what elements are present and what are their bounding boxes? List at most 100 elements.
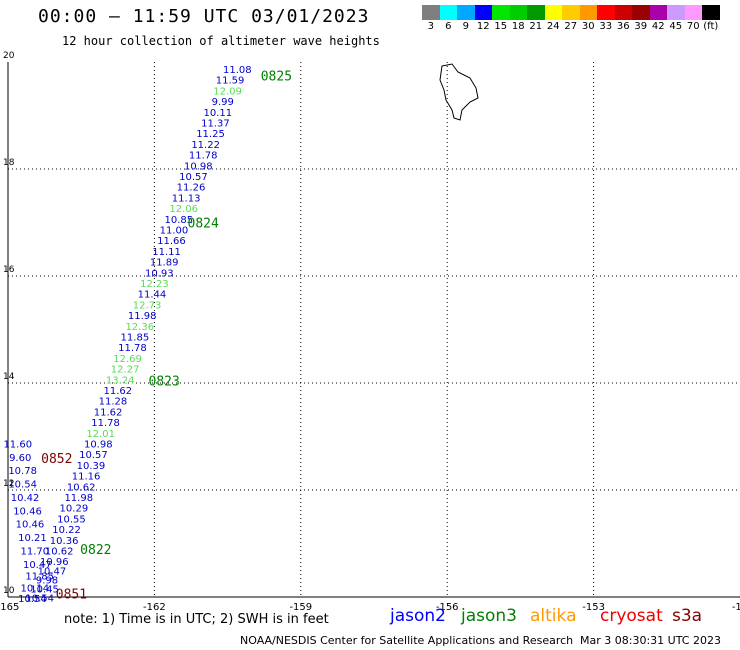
wave-height-label: 10.55 xyxy=(57,514,86,525)
legend-swatch xyxy=(614,5,632,20)
legend-swatch xyxy=(632,5,650,20)
wave-height-label: 11.26 xyxy=(177,183,206,194)
legend-label: 18 xyxy=(511,21,525,32)
wave-height-label: 11.98 xyxy=(128,311,157,322)
wave-height-label: 11.89 xyxy=(150,258,179,269)
wave-height-label: 10.78 xyxy=(8,466,37,477)
satellite-jason2: jason2 xyxy=(390,606,446,626)
wave-height-label: 10.85 xyxy=(164,215,193,226)
legend-swatch xyxy=(649,5,667,20)
wave-height-label: 12.06 xyxy=(169,204,198,215)
wave-height-label: 11.13 xyxy=(172,193,201,204)
pass-time-label: 0824 xyxy=(188,217,219,232)
pass-time-label: 0851 xyxy=(56,587,87,602)
legend-label: 45 xyxy=(669,21,683,32)
legend-swatch xyxy=(597,5,615,20)
footer-timestamp: Mar 3 08:30:31 UTC 2023 xyxy=(580,634,721,647)
legend-swatch xyxy=(422,5,440,20)
lon-tick-label: -159 xyxy=(289,602,312,613)
wave-height-label: 11.28 xyxy=(99,397,128,408)
wave-height-label: 10.96 xyxy=(40,557,69,568)
pass-time-label: 0822 xyxy=(80,543,111,558)
wave-height-label: 10.57 xyxy=(179,172,208,183)
legend-label: 24 xyxy=(546,21,560,32)
wave-height-label: 11.78 xyxy=(118,343,147,354)
lon-tick-label: -15 xyxy=(732,602,740,613)
legend-swatch xyxy=(457,5,475,20)
wave-height-label: 10.54 xyxy=(18,594,47,605)
pass-time-label: 0825 xyxy=(261,69,292,84)
legend-swatch xyxy=(684,5,702,20)
wave-height-label: 10.93 xyxy=(145,268,174,279)
wave-height-label: 12.27 xyxy=(111,365,140,376)
legend-swatch xyxy=(439,5,457,20)
legend-label: 42 xyxy=(651,21,665,32)
wave-height-label: 11.62 xyxy=(103,386,132,397)
wave-height-label: 10.11 xyxy=(204,108,233,119)
wave-height-label: 9.99 xyxy=(212,97,234,108)
lon-tick-label: -165 xyxy=(0,602,19,613)
legend-label: 9 xyxy=(462,21,469,32)
legend-swatch xyxy=(667,5,685,20)
lon-tick-label: -162 xyxy=(143,602,166,613)
satellite-jason3: jason3 xyxy=(461,606,517,626)
wave-height-label: 12.69 xyxy=(113,354,142,365)
lat-tick-label: 16 xyxy=(3,265,15,275)
wave-height-label: 11.62 xyxy=(94,407,123,418)
footer-credit: NOAA/NESDIS Center for Satellite Applica… xyxy=(240,634,574,647)
legend-swatch xyxy=(474,5,492,20)
satellite-altika: altika xyxy=(530,606,577,626)
units-note: note: 1) Time is in UTC; 2) SWH is in fe… xyxy=(64,612,329,627)
wave-height-label: 11.22 xyxy=(191,140,220,151)
wave-height-label: 10.57 xyxy=(79,450,108,461)
wave-height-label: 11.37 xyxy=(201,118,230,129)
legend-label: 33 xyxy=(599,21,613,32)
wave-height-label: 11.70 xyxy=(21,546,50,557)
wave-height-label: 11.60 xyxy=(3,439,32,450)
wave-height-label: 10.22 xyxy=(52,525,81,536)
lon-tick-label: -153 xyxy=(582,602,605,613)
wave-height-label: 11.44 xyxy=(138,290,167,301)
wave-height-label: 10.54 xyxy=(25,594,54,605)
wave-height-label: 10.47 xyxy=(23,560,52,571)
wave-height-label: 11.78 xyxy=(189,151,218,162)
wave-height-label: 10.42 xyxy=(11,493,40,504)
wave-height-label: 11.85 xyxy=(25,572,54,583)
wave-height-label: 11.00 xyxy=(160,225,189,236)
wave-height-label: 10.98 xyxy=(184,161,213,172)
legend-swatch xyxy=(579,5,597,20)
legend-label: 3 xyxy=(427,21,434,32)
wave-height-label: 12.09 xyxy=(213,86,242,97)
wave-height-label: 11.08 xyxy=(223,65,252,76)
legend-label: 39 xyxy=(634,21,648,32)
wave-height-label: 10.46 xyxy=(13,506,42,517)
lat-tick-label: 20 xyxy=(3,51,15,61)
wave-height-label: 12.73 xyxy=(133,300,162,311)
color-scale-labels: 3 6 9 12 15 18 21 24 27 30 33 36 39 42 45 70 (ft) xyxy=(422,21,720,32)
wave-height-label: 10.45 xyxy=(30,584,59,595)
wave-height-label: 10.29 xyxy=(60,504,89,515)
wave-height-label: 10.46 xyxy=(16,520,45,531)
lat-tick-label: 12 xyxy=(3,479,14,489)
big-island-outline xyxy=(439,63,479,121)
pass-time-label: 0852 xyxy=(41,452,72,467)
wave-height-label: 10.14 xyxy=(21,583,50,594)
pass-time-label: 0823 xyxy=(149,374,180,389)
lat-tick-label: 18 xyxy=(3,158,15,168)
legend-swatch xyxy=(509,5,527,20)
wave-height-label: 10.54 xyxy=(8,480,37,491)
wave-height-label: 10.98 xyxy=(84,439,113,450)
wave-height-label: 10.36 xyxy=(50,536,79,547)
legend-swatch xyxy=(527,5,545,20)
wave-height-label: 10.62 xyxy=(45,546,74,557)
wave-height-label: 11.59 xyxy=(216,76,245,87)
legend-label: 21 xyxy=(529,21,543,32)
lat-tick-label: 14 xyxy=(3,372,15,382)
wave-height-label: 10.21 xyxy=(18,533,47,544)
wave-height-label: 12.36 xyxy=(125,322,154,333)
legend-label: 15 xyxy=(494,21,508,32)
legend-swatch xyxy=(492,5,510,20)
wave-height-label: 9.60 xyxy=(9,453,31,464)
legend-label: (ft) xyxy=(703,21,719,32)
